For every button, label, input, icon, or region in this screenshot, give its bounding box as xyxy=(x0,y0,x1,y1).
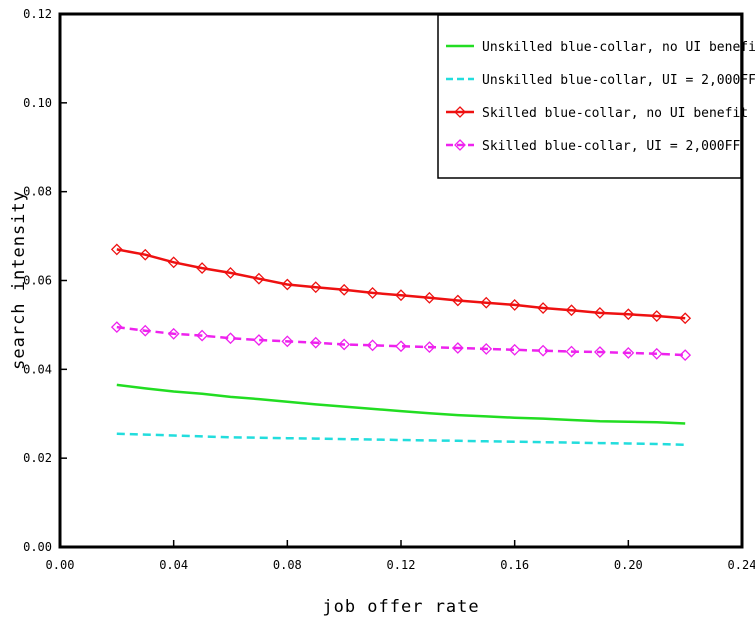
series-4-point xyxy=(395,340,407,353)
x-tick-label: 0.16 xyxy=(500,558,529,572)
series-4-point xyxy=(508,343,521,356)
series-3-point xyxy=(139,248,152,261)
series-3-point xyxy=(366,287,379,299)
series-3-point xyxy=(423,291,436,304)
x-tick-label: 0.24 xyxy=(728,558,755,572)
y-tick-label: 0.10 xyxy=(23,96,52,110)
y-tick-label: 0.02 xyxy=(23,451,52,465)
series-4-point xyxy=(622,346,635,359)
series-4-point xyxy=(593,346,606,358)
legend-label-1: Unskilled blue-collar, no UI benefit xyxy=(482,40,755,55)
x-tick-label: 0.12 xyxy=(387,558,416,572)
series-line-3 xyxy=(116,248,686,320)
legend: Unskilled blue-collar, no UI benefit Unsk… xyxy=(437,14,755,179)
axis-ticks: 0.00 0.04 0.08 0.12 0.16 0.20 0.24 0.00 0.02 0.04… xyxy=(23,7,755,572)
series-4-point xyxy=(309,336,322,349)
series-3-point xyxy=(196,262,209,274)
series-3-point xyxy=(224,267,237,279)
series-3-point xyxy=(537,302,550,314)
legend-label-3: Skilled blue-collar, no UI benefit xyxy=(482,106,748,121)
series-3-point xyxy=(593,307,606,319)
x-axis-title: job offer rate xyxy=(322,597,479,617)
series-3-point xyxy=(508,299,521,311)
series-3-point xyxy=(110,243,123,256)
series-4-point xyxy=(423,341,436,354)
series-line-2 xyxy=(116,432,686,447)
series-3-point xyxy=(622,308,635,321)
legend-box xyxy=(437,14,742,179)
series-4-point xyxy=(366,339,379,352)
series-line-4 xyxy=(116,325,686,357)
series-3-point xyxy=(650,310,663,322)
series-4-point xyxy=(196,329,209,342)
series-3-point xyxy=(281,278,294,291)
series-3-point xyxy=(395,289,407,302)
y-tick-label: 0.00 xyxy=(23,540,52,554)
series-4-point xyxy=(252,334,265,346)
y-axis-title: search intensity xyxy=(9,190,29,370)
y-tick-label: 0.06 xyxy=(23,274,52,288)
series-3-point xyxy=(309,281,322,294)
series-4-point xyxy=(480,342,493,355)
series-3-point xyxy=(565,304,578,317)
plot-marks xyxy=(110,243,692,447)
y-tick-label: 0.08 xyxy=(23,185,52,199)
series-4-point xyxy=(338,338,351,351)
y-tick-label: 0.04 xyxy=(23,362,52,376)
series-3-point xyxy=(679,312,692,325)
series-4-point xyxy=(281,335,294,348)
series-4-point xyxy=(565,345,578,358)
x-tick-label: 0.00 xyxy=(46,558,75,572)
series-4-point xyxy=(167,327,180,340)
y-tick-label: 0.12 xyxy=(23,7,52,21)
legend-marker-4 xyxy=(454,139,466,151)
series-3-point xyxy=(167,256,180,269)
x-tick-label: 0.20 xyxy=(614,558,643,572)
series-4-point xyxy=(139,324,152,337)
legend-label-2: Unskilled blue-collar, UI = 2,000FF xyxy=(482,73,755,88)
series-3-point xyxy=(451,294,464,307)
series-line-1 xyxy=(116,383,686,425)
series-4-point xyxy=(679,349,692,362)
x-tick-label: 0.08 xyxy=(273,558,302,572)
legend-marker-3 xyxy=(454,106,466,118)
x-tick-label: 0.04 xyxy=(159,558,188,572)
legend-label-4: Skilled blue-collar, UI = 2,000FF xyxy=(482,139,740,154)
series-3-point xyxy=(252,272,265,285)
series-4-point xyxy=(537,344,550,357)
series-4-point xyxy=(650,347,663,360)
series-3-point xyxy=(338,283,351,296)
series-3-point xyxy=(480,296,493,309)
series-4-point xyxy=(451,342,464,354)
series-4-point xyxy=(224,332,237,345)
series-4-point xyxy=(110,321,123,334)
